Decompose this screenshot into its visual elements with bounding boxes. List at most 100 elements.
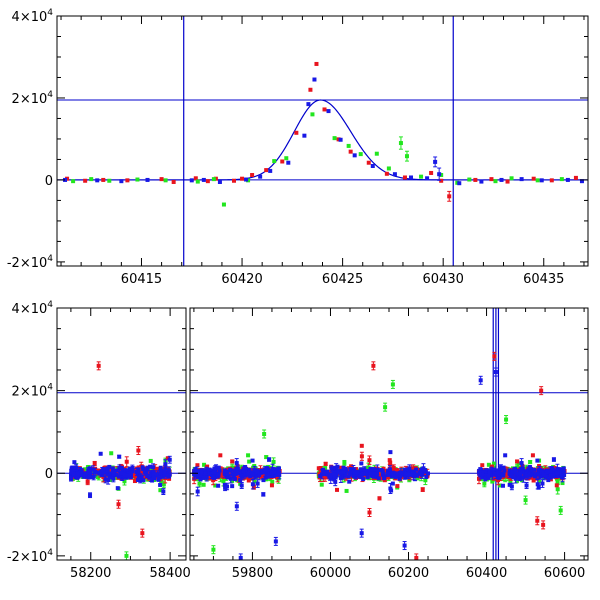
top-data-point-red (101, 177, 106, 182)
top-data-point-red (505, 179, 510, 184)
bottom-data-point-blue (488, 471, 493, 476)
bottom-data-point-red (124, 459, 129, 464)
bottom-outlier-point-green (262, 432, 267, 436)
bottom-data-point-blue (91, 467, 96, 472)
bottom-data-point-blue (509, 474, 514, 479)
bottom-data-point-blue (111, 469, 116, 474)
bottom-data-point-blue (362, 467, 367, 472)
bottom-data-point-blue (158, 465, 163, 470)
bottom-data-point-green (555, 480, 560, 485)
bottom-data-point-blue (104, 467, 109, 472)
bottom-data-point-blue (343, 472, 348, 477)
bottom-data-point-blue (101, 468, 106, 473)
bottom-data-point-blue (371, 467, 376, 472)
top-x-tick-label: 60415 (121, 272, 162, 287)
bottom-data-point-blue (512, 468, 517, 473)
bottom-data-point-red (531, 478, 536, 483)
bottom-data-point-blue (69, 468, 74, 473)
bottom-outlier-point-blue (359, 531, 364, 536)
top-y-tick-label: 0 (45, 174, 53, 189)
bottom-data-point-blue (103, 477, 108, 482)
bottom-data-point-blue (333, 466, 338, 471)
bottom-data-point-blue (231, 474, 236, 479)
bottom-data-point-red (504, 471, 509, 476)
bottom-data-point-blue (117, 454, 122, 459)
bottom-data-point-blue (477, 470, 482, 475)
bottom-data-point-blue (347, 479, 352, 484)
top-data-point-green (89, 177, 94, 182)
top-data-point-blue (409, 175, 413, 180)
bottom-data-point-blue (99, 472, 104, 477)
top-data-point-blue (326, 109, 331, 114)
bottom-data-point-blue (255, 469, 260, 474)
top-data-point-red (473, 177, 478, 182)
bottom-data-point-blue (235, 471, 240, 476)
bottom-data-point-blue (123, 468, 128, 473)
bottom-data-point-blue (88, 493, 93, 498)
bottom-y-tick-label: 4×104 (12, 300, 54, 317)
bottom-outlier-point-red (414, 555, 419, 560)
bottom-data-point-blue (332, 474, 337, 479)
bottom-data-point-blue (359, 461, 364, 466)
bottom-data-point-blue (410, 472, 415, 477)
bottom-data-point-blue (346, 474, 351, 479)
bottom-data-point-green (319, 482, 324, 487)
bottom-data-point-red (495, 478, 500, 483)
bottom-data-point-blue (407, 466, 412, 471)
bottom-data-point-blue (484, 468, 489, 473)
bottom-data-point-red (205, 464, 210, 469)
bottom-data-point-blue (238, 478, 243, 483)
bottom-x-tick-label: 60400 (466, 566, 507, 581)
bottom-data-point-blue (215, 474, 220, 479)
bottom-data-point-blue (250, 458, 255, 463)
bottom-data-point-blue (119, 466, 124, 471)
bottom-data-point-red (85, 479, 90, 484)
bottom-data-point-blue (358, 467, 363, 472)
bottom-data-point-blue (266, 467, 271, 472)
bottom-data-point-blue (217, 468, 222, 473)
top-data-point-green (284, 156, 289, 161)
bottom-data-point-red (411, 466, 416, 471)
bottom-data-point-blue (151, 470, 156, 475)
bottom-x-tick-label: 58400 (149, 566, 190, 581)
bottom-data-point-blue (548, 469, 553, 474)
bottom-data-point-blue (201, 475, 206, 480)
bottom-data-point-blue (502, 468, 507, 473)
bottom-data-point-blue (72, 460, 77, 465)
bottom-data-point-blue (546, 478, 551, 483)
bottom-data-point-blue (234, 461, 239, 466)
bottom-data-point-blue (374, 471, 379, 476)
bottom-outlier-point-blue (402, 543, 407, 548)
bottom-data-point-blue (355, 472, 360, 477)
bottom-data-point-blue (500, 483, 505, 488)
bottom-data-point-green (560, 481, 565, 486)
bottom-outlier-point-red (136, 448, 141, 453)
bottom-data-point-green (252, 479, 257, 484)
bottom-data-point-blue (557, 470, 562, 475)
bottom-outlier-point-blue (493, 370, 498, 375)
top-data-point-red (384, 171, 389, 176)
bottom-data-point-blue (480, 470, 485, 475)
bottom-data-point-blue (520, 466, 525, 471)
top-data-point-green (455, 180, 460, 185)
bottom-data-point-blue (138, 476, 143, 481)
bottom-outlier-point-green (390, 382, 395, 387)
bottom-data-point-red (275, 475, 280, 480)
bottom-data-point-blue (507, 471, 512, 476)
bottom-y-tick-label: 0 (45, 467, 53, 482)
bottom-data-point-blue (261, 492, 266, 497)
bottom-outlier-point-green (124, 553, 129, 558)
bottom-data-point-green (148, 458, 153, 463)
bottom-data-point-blue (414, 467, 419, 472)
top-data-point-red (489, 177, 494, 182)
bottom-data-point-green (202, 462, 207, 467)
bottom-data-point-green (96, 474, 101, 479)
top-data-point-green (163, 178, 168, 183)
bottom-data-point-blue (270, 466, 275, 471)
bottom-data-point-blue (555, 473, 560, 478)
bottom-x-tick-label: 60000 (310, 566, 351, 581)
bottom-data-point-blue (397, 476, 402, 481)
bottom-data-point-blue (239, 483, 244, 488)
bottom-data-point-green (201, 482, 206, 487)
bottom-data-point-blue (343, 466, 348, 471)
